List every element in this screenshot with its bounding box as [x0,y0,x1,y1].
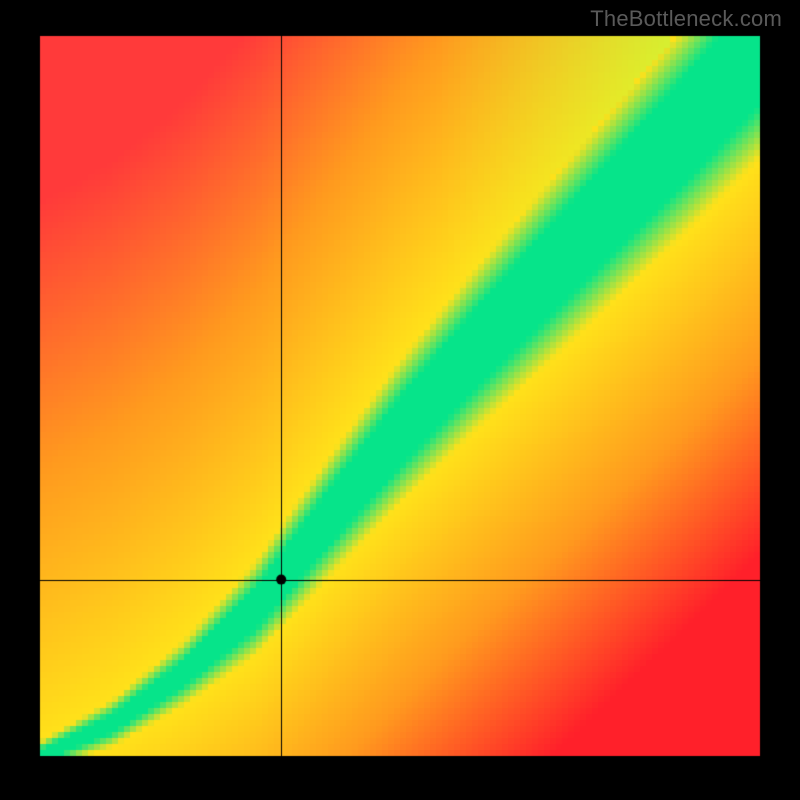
watermark-text: TheBottleneck.com [590,6,782,32]
chart-stage: TheBottleneck.com [0,0,800,800]
bottleneck-heatmap-canvas [0,0,800,800]
